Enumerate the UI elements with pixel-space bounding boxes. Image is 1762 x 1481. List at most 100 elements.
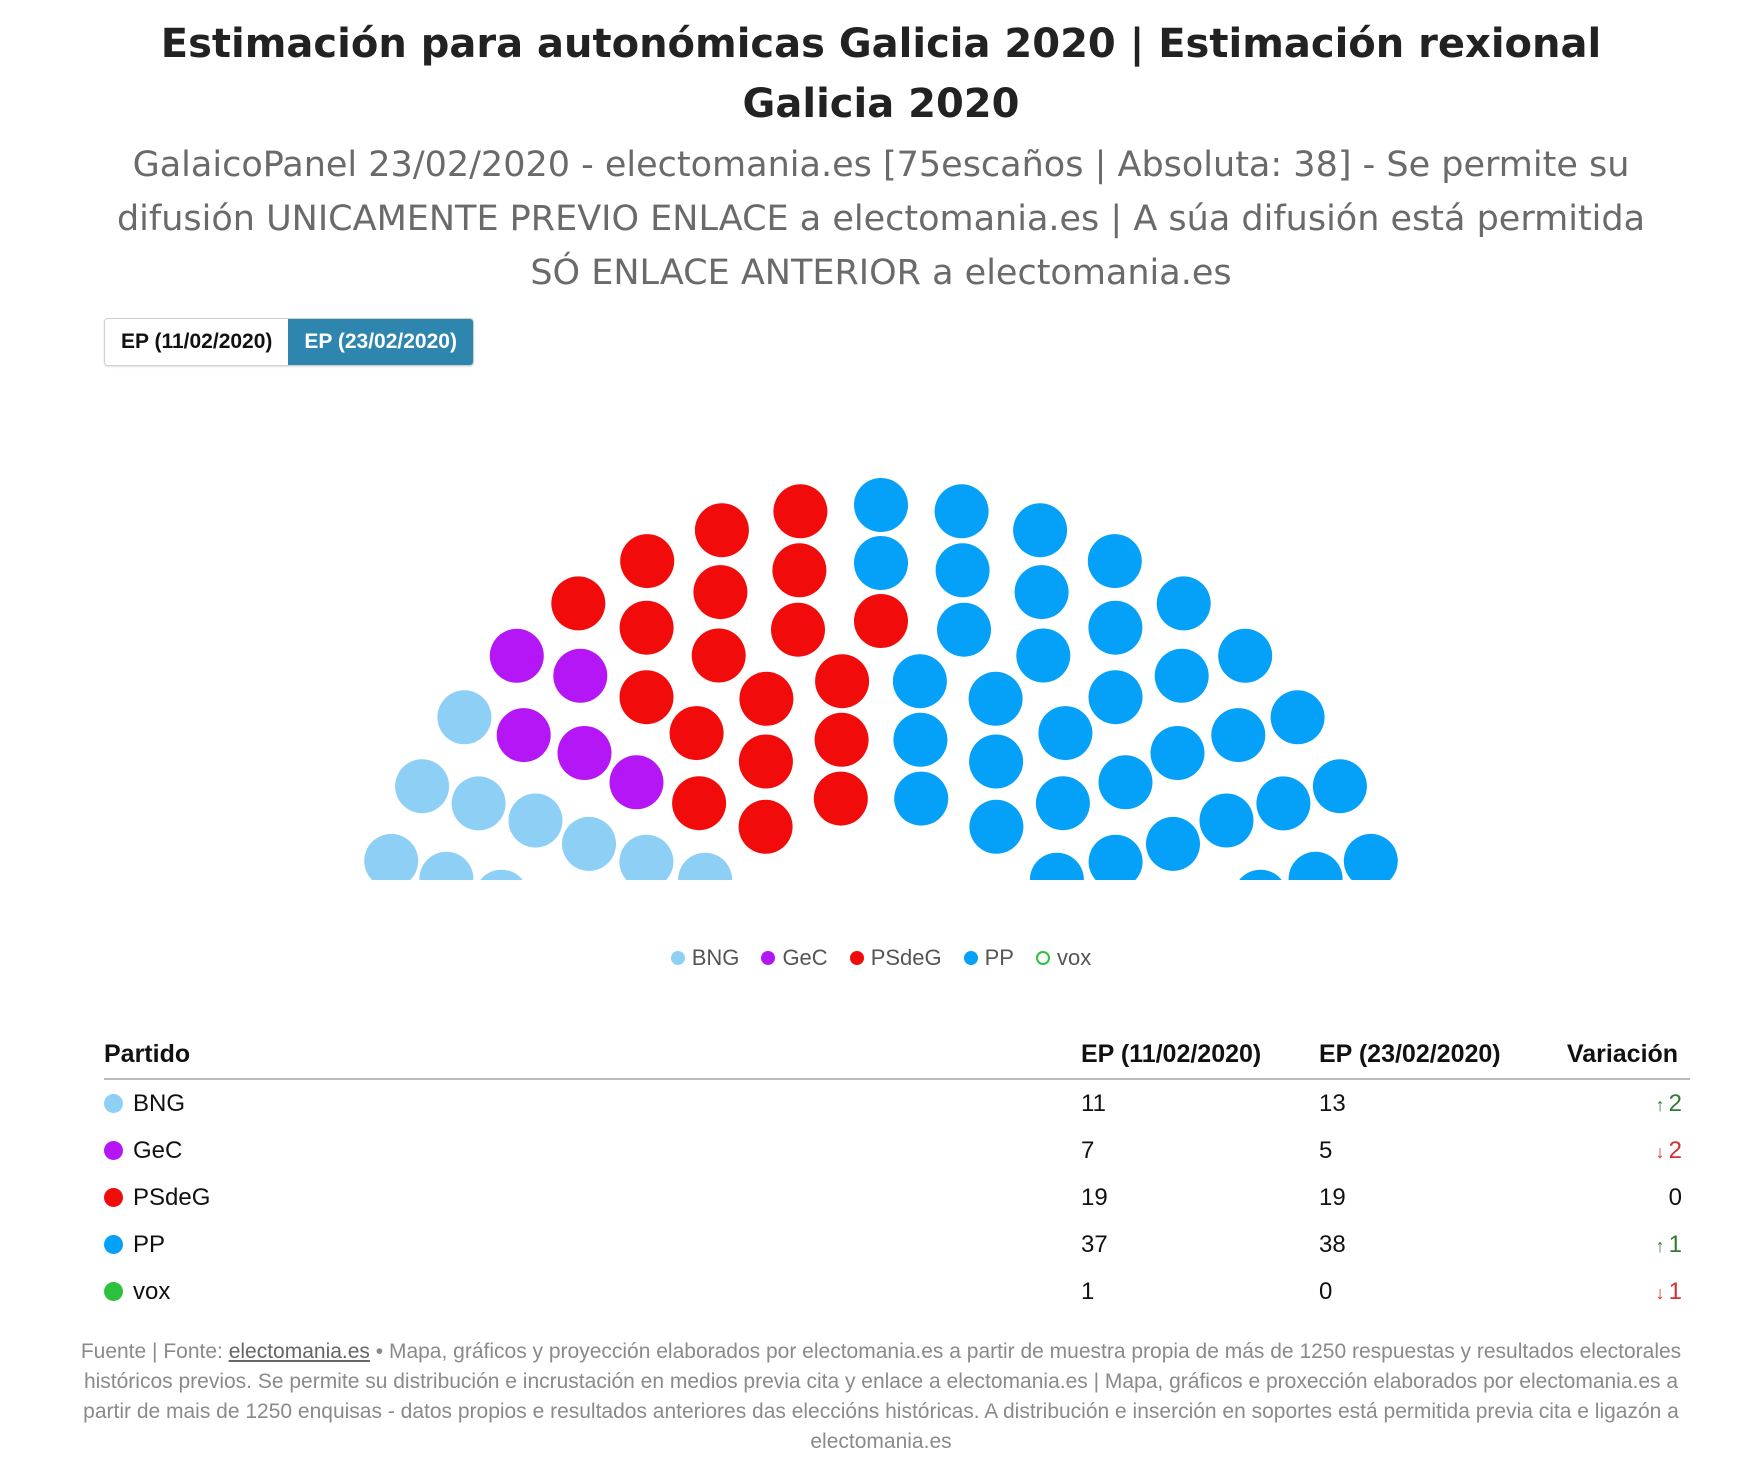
seat-psdeg[interactable]	[620, 534, 675, 589]
seats-ep2: 0	[1319, 1277, 1333, 1305]
seat-pp[interactable]	[1088, 834, 1143, 880]
seat-pp[interactable]	[1146, 816, 1200, 871]
chart-subtitle: GalaicoPanel 23/02/2020 - electomania.es…	[116, 145, 1646, 293]
seat-gec[interactable]	[557, 726, 612, 780]
seat-pp[interactable]	[854, 536, 908, 590]
seat-pp[interactable]	[1013, 503, 1068, 558]
seat-pp[interactable]	[894, 771, 949, 826]
legend-label-psdeg: PSdeG	[870, 945, 942, 970]
header-party[interactable]: Partido	[104, 1039, 191, 1068]
seat-psdeg[interactable]	[739, 671, 794, 726]
legend-label-bng: BNG	[691, 945, 740, 970]
seat-pp[interactable]	[969, 734, 1024, 789]
variation-value: 2	[1668, 1089, 1682, 1117]
seat-psdeg[interactable]	[691, 628, 746, 683]
seat-pp[interactable]	[1156, 576, 1211, 631]
seat-psdeg[interactable]	[669, 706, 724, 761]
seat-bng[interactable]	[475, 869, 529, 880]
seat-psdeg[interactable]	[771, 602, 825, 657]
footer-prefix: Fuente | Fonte:	[80, 1340, 229, 1363]
seat-pp[interactable]	[854, 478, 908, 532]
seat-pp[interactable]	[1016, 628, 1071, 683]
seat-pp[interactable]	[1087, 534, 1142, 589]
seat-bng[interactable]	[395, 759, 450, 814]
seat-pp[interactable]	[892, 654, 947, 709]
legend-item-vox[interactable]: vox	[1035, 945, 1092, 971]
seat-pp[interactable]	[969, 799, 1024, 854]
seat-pp[interactable]	[1312, 759, 1367, 814]
header-ep-11-02[interactable]: EP (11/02/2020)	[1081, 1039, 1262, 1068]
variation-cell: 0	[1555, 1184, 1690, 1212]
seat-psdeg[interactable]	[773, 484, 828, 539]
seat-psdeg[interactable]	[772, 543, 827, 598]
party-color-dot	[104, 1094, 123, 1113]
variation-cell: ↓ 2	[1555, 1137, 1690, 1165]
party-name: PP	[133, 1230, 166, 1258]
seat-pp[interactable]	[1014, 565, 1069, 620]
tab-ep-23-02-2020[interactable]: EP (23/02/2020)	[288, 319, 473, 365]
seat-bng[interactable]	[508, 793, 563, 848]
seat-bng[interactable]	[451, 776, 506, 831]
seat-psdeg[interactable]	[813, 771, 868, 826]
seat-psdeg[interactable]	[854, 594, 908, 648]
seat-psdeg[interactable]	[814, 712, 869, 767]
seat-pp[interactable]	[1154, 648, 1209, 703]
seat-bng[interactable]	[437, 690, 492, 745]
seat-bng[interactable]	[364, 833, 419, 880]
seat-pp[interactable]	[935, 543, 990, 598]
seat-pp[interactable]	[968, 671, 1023, 726]
seat-psdeg[interactable]	[693, 565, 748, 620]
variation-cell: ↑ 2	[1555, 1090, 1690, 1118]
seat-psdeg[interactable]	[815, 654, 870, 709]
seat-pp[interactable]	[1035, 776, 1090, 831]
seat-pp[interactable]	[1150, 726, 1205, 780]
seat-bng[interactable]	[419, 851, 474, 880]
seats-ep2: 5	[1319, 1136, 1333, 1164]
seat-pp[interactable]	[1343, 833, 1398, 880]
seat-gec[interactable]	[609, 755, 664, 810]
seat-pp[interactable]	[893, 712, 948, 767]
seat-gec[interactable]	[496, 708, 551, 763]
variation-value: 1	[1668, 1230, 1682, 1258]
legend-item-pp[interactable]: PP	[963, 945, 1014, 971]
seat-pp[interactable]	[1270, 690, 1325, 745]
seat-gec[interactable]	[489, 628, 544, 683]
seat-psdeg[interactable]	[619, 670, 674, 725]
seat-psdeg[interactable]	[551, 576, 606, 631]
tab-ep-11-02-2020[interactable]: EP (11/02/2020)	[105, 319, 289, 365]
seat-pp[interactable]	[1098, 755, 1153, 810]
seat-psdeg[interactable]	[672, 776, 727, 831]
seat-pp[interactable]	[1038, 706, 1093, 761]
seat-pp[interactable]	[1088, 600, 1143, 655]
legend-item-psdeg[interactable]: PSdeG	[849, 945, 942, 971]
seat-pp[interactable]	[1211, 708, 1266, 763]
seat-pp[interactable]	[934, 484, 989, 539]
seat-bng[interactable]	[562, 816, 616, 871]
seat-pp[interactable]	[1029, 852, 1084, 880]
seat-pp[interactable]	[1218, 628, 1273, 683]
header-ep-23-02[interactable]: EP (23/02/2020)	[1319, 1039, 1501, 1068]
header-variation[interactable]: Variación	[1566, 1039, 1679, 1068]
legend-swatch-bng	[670, 951, 685, 965]
legend-item-bng[interactable]: BNG	[670, 945, 740, 971]
legend-label-vox: vox	[1056, 945, 1092, 970]
seat-pp[interactable]	[1234, 869, 1288, 880]
seat-psdeg[interactable]	[694, 503, 749, 558]
seat-psdeg[interactable]	[738, 734, 793, 789]
seat-pp[interactable]	[937, 602, 991, 657]
table-row: vox 1 0 ↓ 1	[104, 1268, 1690, 1315]
legend-swatch-vox	[1035, 951, 1050, 965]
series-tabs: EP (11/02/2020) EP (23/02/2020)	[104, 318, 474, 366]
table-row: BNG 11 13 ↑ 2	[104, 1080, 1690, 1127]
legend-item-gec[interactable]: GeC	[761, 945, 828, 971]
seat-pp[interactable]	[1088, 670, 1143, 725]
seat-bng[interactable]	[678, 852, 733, 880]
source-link[interactable]: electomania.es	[228, 1340, 370, 1363]
seat-gec[interactable]	[553, 648, 608, 703]
seat-pp[interactable]	[1199, 793, 1254, 848]
seat-bng[interactable]	[619, 834, 674, 880]
seat-pp[interactable]	[1256, 776, 1311, 831]
seat-pp[interactable]	[1288, 851, 1343, 880]
seat-psdeg[interactable]	[619, 600, 674, 655]
seat-psdeg[interactable]	[738, 799, 793, 854]
